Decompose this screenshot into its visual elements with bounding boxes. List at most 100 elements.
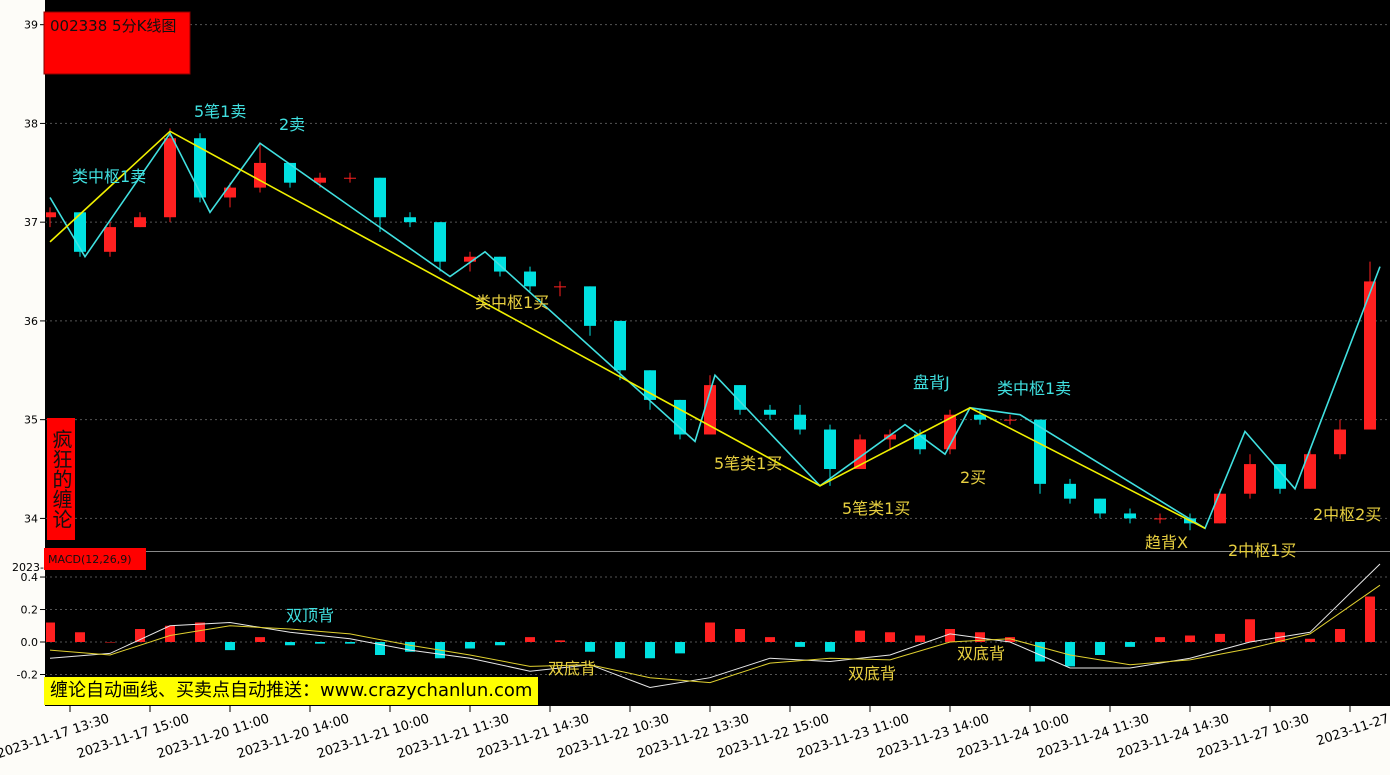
candle-body bbox=[254, 162, 266, 188]
annotation: 2买 bbox=[960, 468, 986, 487]
candle-body bbox=[1004, 419, 1016, 421]
macd-bar bbox=[945, 629, 955, 643]
annotation: 5笔1卖 bbox=[194, 102, 246, 121]
macd-bar bbox=[525, 637, 535, 643]
candle-body bbox=[104, 227, 116, 252]
candle-body bbox=[794, 414, 806, 430]
macd-bar bbox=[1095, 642, 1105, 655]
stroke-line bbox=[49, 130, 1206, 530]
macd-bar bbox=[135, 629, 145, 643]
macd-label: MACD(12,26,9) bbox=[48, 553, 132, 566]
macd-bar bbox=[915, 635, 925, 643]
macd-bar bbox=[345, 642, 355, 644]
candle-body bbox=[1364, 281, 1376, 430]
candle-body bbox=[1334, 429, 1346, 455]
candle-body bbox=[824, 429, 836, 470]
candle-body bbox=[1064, 483, 1076, 499]
y-tick-label: 0.4 bbox=[21, 571, 39, 584]
side-label: 疯狂的缠论 bbox=[47, 418, 75, 540]
macd-bar bbox=[1125, 642, 1135, 647]
candle-body bbox=[344, 177, 356, 179]
annotation: 2卖 bbox=[279, 115, 305, 134]
macd-bar bbox=[1185, 635, 1195, 643]
axis-fragment: 2023- bbox=[12, 561, 44, 574]
annotation: 趋背X bbox=[1145, 533, 1188, 552]
macd-bar bbox=[1035, 642, 1045, 662]
macd-bar bbox=[195, 622, 205, 643]
macd-bar bbox=[855, 630, 865, 643]
macd-bar bbox=[555, 640, 565, 643]
candle-body bbox=[1274, 464, 1286, 489]
candle-body bbox=[284, 162, 296, 183]
annotation: 2中枢2买 bbox=[1313, 505, 1381, 524]
macd-bar bbox=[225, 642, 235, 651]
candle-body bbox=[1214, 493, 1226, 524]
macd-bar bbox=[585, 642, 595, 652]
stroke-line bbox=[49, 131, 1381, 530]
macd-bar bbox=[465, 642, 475, 649]
chart-title: 002338 5分K线图 bbox=[50, 17, 176, 35]
y-tick-label: -0.2 bbox=[17, 668, 38, 681]
candle-body bbox=[644, 370, 656, 400]
macd-bar bbox=[1065, 642, 1075, 667]
macd-bar bbox=[1305, 638, 1315, 643]
candle-body bbox=[704, 385, 716, 435]
macd-bar bbox=[735, 629, 745, 643]
annotation: 5笔类1买 bbox=[714, 454, 782, 473]
candle-body bbox=[614, 320, 626, 371]
macd-bar bbox=[1215, 633, 1225, 643]
macd-bar bbox=[375, 642, 385, 655]
annotation: 2中枢1买 bbox=[1228, 541, 1296, 560]
candle-body bbox=[524, 271, 536, 287]
macd-label-box bbox=[44, 548, 146, 570]
annotation: 类中枢1卖 bbox=[997, 379, 1071, 398]
macd-bar bbox=[975, 632, 985, 643]
candle-body bbox=[1094, 498, 1106, 514]
y-tick-label: 0.2 bbox=[21, 604, 39, 617]
candle-body bbox=[134, 217, 146, 228]
x-tick-label: 2023-11-27 bbox=[1315, 712, 1390, 750]
macd-bar bbox=[1005, 637, 1015, 643]
macd-bar bbox=[615, 642, 625, 659]
banner: 缠论自动画线、买卖点自动推送：www.crazychanlun.com bbox=[44, 677, 539, 705]
y-tick-label: 0.0 bbox=[21, 636, 39, 649]
y-tick-label: 36 bbox=[24, 315, 38, 328]
candle-body bbox=[194, 138, 206, 198]
macd-bar bbox=[46, 622, 55, 643]
macd-bar bbox=[825, 642, 835, 652]
macd-bar bbox=[105, 642, 115, 643]
candle-body bbox=[974, 414, 986, 420]
annotation: 双顶背 bbox=[286, 606, 334, 625]
macd-bar bbox=[315, 642, 325, 644]
candle-body bbox=[1034, 419, 1046, 484]
macd-bar bbox=[75, 632, 85, 643]
y-tick-label: 35 bbox=[24, 414, 38, 427]
annotation: 双底背 bbox=[848, 664, 896, 683]
macd-bar bbox=[675, 642, 685, 654]
annotation: 双底背 bbox=[548, 659, 596, 678]
macd-line bbox=[49, 584, 1381, 684]
candle-body bbox=[1244, 464, 1256, 494]
macd-line bbox=[49, 563, 1381, 689]
macd-bar bbox=[705, 622, 715, 643]
macd-bar bbox=[495, 642, 505, 646]
candle-body bbox=[314, 177, 326, 183]
macd-bar bbox=[765, 637, 775, 643]
annotation: 类中枢1卖 bbox=[72, 167, 146, 186]
macd-bar bbox=[1365, 596, 1375, 643]
candle-body bbox=[884, 434, 896, 440]
candle-body bbox=[224, 187, 236, 198]
macd-bar bbox=[405, 642, 415, 652]
candle-body bbox=[164, 138, 176, 218]
y-tick-label: 39 bbox=[24, 19, 38, 32]
candle-body bbox=[854, 439, 866, 470]
macd-bar bbox=[645, 642, 655, 659]
candle-body bbox=[764, 409, 776, 415]
candle-body bbox=[46, 212, 56, 218]
annotation: 盘背J bbox=[913, 373, 950, 392]
main-pane bbox=[46, 24, 1390, 531]
candle-body bbox=[374, 177, 386, 218]
macd-bar bbox=[795, 642, 805, 647]
